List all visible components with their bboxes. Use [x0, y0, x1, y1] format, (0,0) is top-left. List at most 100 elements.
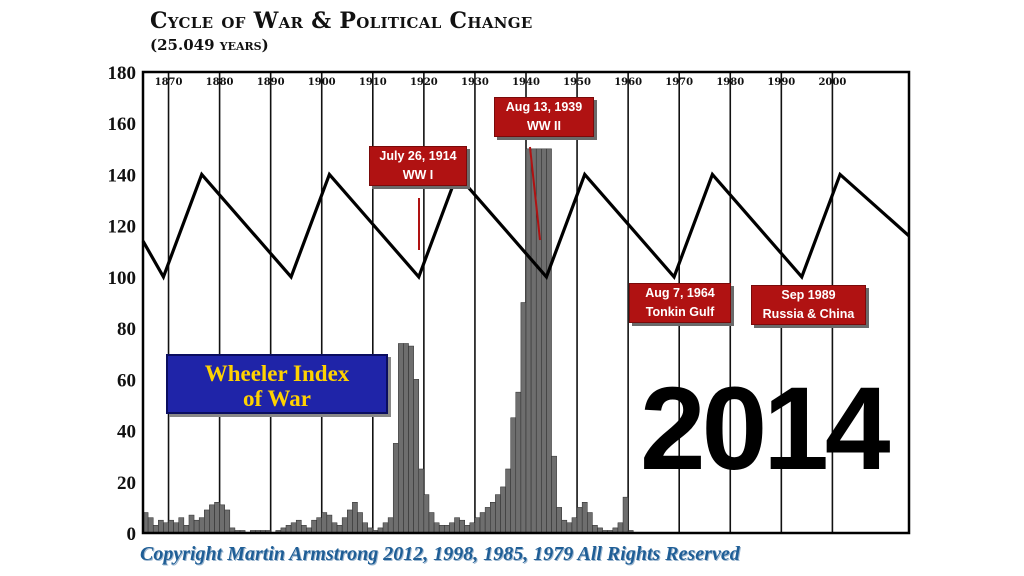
x-tick-label-1870: 1870	[155, 77, 183, 88]
wheeler-bar-1933	[490, 502, 496, 534]
wheeler-bar-1948	[566, 522, 573, 534]
annotation-ww2: Aug 13, 1939 WW II	[494, 97, 594, 137]
wheeler-bar-1900	[321, 512, 328, 534]
wheeler-bar-1902	[331, 522, 338, 534]
wheeler-bar-1876	[198, 517, 205, 534]
wheeler-bar-1945	[551, 455, 557, 534]
wheeler-bar-1940	[525, 148, 532, 534]
wheeler-bar-1907	[357, 512, 363, 534]
wheeler-bar-1921	[428, 512, 435, 534]
wheeler-bar-1919	[418, 468, 425, 534]
wheeler-bar-1922	[433, 522, 440, 534]
wheeler-bar-1908	[362, 522, 368, 534]
annotation-1989-label: Russia & China	[762, 307, 855, 321]
y-tick-label-160: 160	[108, 114, 137, 135]
y-tick-label-120: 120	[108, 217, 137, 238]
wheeler-bar-1906	[352, 502, 358, 534]
y-tick-label-40: 40	[117, 422, 136, 443]
chart-title: Cycle of War & Political Change	[150, 8, 533, 34]
wheeler-bar-1930	[474, 517, 481, 534]
cycle-line	[141, 171, 911, 281]
x-tick-label-1920: 1920	[410, 77, 438, 88]
annotation-ww1-date: July 26, 1914	[379, 149, 457, 163]
wheeler-bar-1877	[204, 509, 210, 534]
annotation-1989: Sep 1989 Russia & China	[751, 285, 866, 325]
wheeler-bar-1874	[188, 514, 195, 534]
wheeler-bar-1939	[520, 302, 527, 534]
x-tick-label-1880: 1880	[206, 77, 234, 88]
wheeler-bar-1926	[454, 517, 460, 534]
wheeler-bar-1918	[413, 379, 420, 534]
wheeler-bar-1905	[347, 509, 353, 534]
wheeler-bar-1899	[316, 517, 322, 534]
wheeler-bar-1950	[576, 507, 583, 534]
wheeler-bar-1881	[224, 509, 231, 534]
wheeler-bar-1872	[178, 517, 185, 534]
x-tick-label-1980: 1980	[716, 77, 744, 88]
ww2-pointer-line	[529, 146, 541, 241]
wheeler-bar-1947	[561, 519, 568, 534]
wheeler-bar-1959	[622, 496, 629, 534]
chart-subtitle: (25.049 years)	[150, 36, 269, 54]
wheeler-bar-1915	[398, 343, 404, 534]
plot-frame	[141, 70, 911, 535]
wheeler-bar-1875	[193, 519, 200, 534]
copyright-text: Copyright Martin Armstrong 2012, 1998, 1…	[140, 543, 740, 565]
x-tick-label-1960: 1960	[614, 77, 642, 88]
y-tick-label-60: 60	[117, 370, 136, 391]
y-tick-label-0: 0	[127, 524, 137, 545]
wheeler-bar-1917	[408, 345, 414, 534]
wheeler-bar-1934	[495, 494, 501, 534]
wheeler-bar-1894	[290, 522, 297, 534]
wheeler-bar-1898	[311, 519, 317, 534]
x-tick-label-1890: 1890	[257, 77, 285, 88]
annotation-ww1: July 26, 1914 WW I	[369, 146, 467, 186]
x-tick-label-1990: 1990	[767, 77, 795, 88]
annotation-tonkin-date: Aug 7, 1964	[645, 286, 715, 300]
y-tick-label-100: 100	[108, 268, 137, 289]
x-tick-label-1900: 1900	[308, 77, 336, 88]
annotation-ww2-date: Aug 13, 1939	[505, 100, 583, 114]
x-tick-label-1950: 1950	[563, 77, 591, 88]
wheeler-bar-1895	[295, 519, 302, 534]
y-tick-label-20: 20	[117, 473, 136, 494]
wheeler-bar-1925	[449, 522, 455, 534]
wheeler-bar-1937	[510, 417, 517, 534]
wheeler-bar-1936	[505, 468, 511, 534]
wheeler-bar-1868	[158, 519, 164, 534]
wheeler-bar-1913	[387, 517, 394, 534]
annotation-1989-date: Sep 1989	[781, 288, 836, 302]
wheeler-bar-1929	[469, 522, 476, 534]
wheeler-bar-1927	[459, 519, 465, 534]
wheeler-bar-1880	[219, 504, 225, 534]
wheeler-bar-1879	[214, 502, 220, 534]
y-tick-label-180: 180	[108, 63, 137, 84]
wheeler-bar-1914	[392, 443, 399, 534]
wheeler-bar-1912	[382, 522, 389, 534]
wheeler-bar-1932	[484, 507, 491, 534]
big-year-label: 2014	[640, 363, 891, 495]
annotation-tonkin-label: Tonkin Gulf	[645, 305, 715, 319]
wheeler-bar-1866	[147, 517, 154, 534]
wheeler-bar-1904	[341, 517, 348, 534]
wheeler-bar-1938	[515, 391, 522, 534]
x-tick-label-1970: 1970	[665, 77, 693, 88]
x-tick-label-1940: 1940	[512, 77, 540, 88]
annotation-tonkin: Aug 7, 1964 Tonkin Gulf	[629, 283, 731, 323]
wheeler-bar-1946	[556, 507, 562, 534]
wheeler-bar-1870	[168, 519, 174, 534]
wheeler-bar-1871	[173, 522, 179, 534]
x-tick-label-2000: 2000	[818, 77, 846, 88]
wheeler-bar-1943	[541, 148, 547, 534]
wheeler-bar-1931	[479, 512, 486, 534]
wheeler-index-legend: Wheeler Index of War	[166, 354, 388, 414]
wheeler-bar-1951	[581, 502, 588, 534]
legend-line2: of War	[243, 386, 311, 411]
wheeler-bar-1869	[163, 522, 169, 534]
wheeler-bar-1901	[326, 514, 333, 534]
wheeler-bar-1952	[587, 512, 593, 534]
y-tick-label-80: 80	[117, 319, 136, 340]
x-tick-label-1910: 1910	[359, 77, 387, 88]
x-tick-label-1930: 1930	[461, 77, 489, 88]
